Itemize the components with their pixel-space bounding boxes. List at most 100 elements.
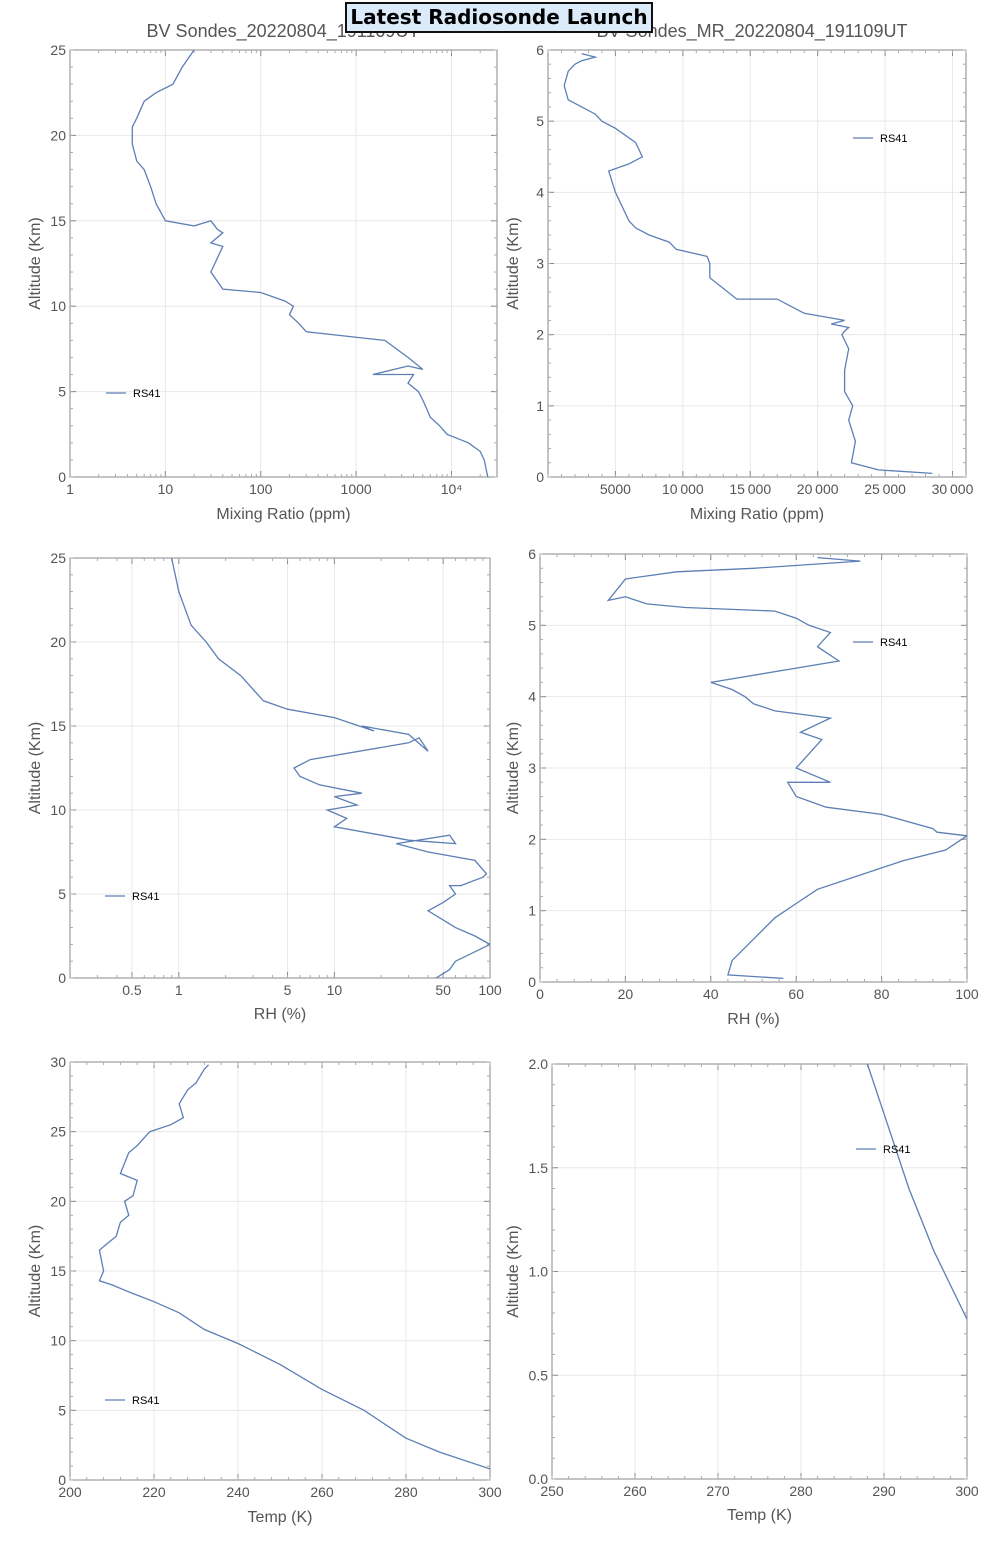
y-tick-label: 2	[528, 831, 536, 847]
legend-label: RS41	[132, 1395, 160, 1407]
x-tick-label: 20 000	[797, 481, 839, 497]
y-tick-label: 20	[50, 127, 66, 143]
y-tick-label: 4	[536, 184, 544, 200]
y-axis-label: Altitude (Km)	[27, 217, 44, 309]
chart-title: BV Sondes_MR_20220804_191109UT	[597, 21, 908, 42]
y-tick-label: 5	[58, 886, 66, 902]
y-tick-label: 25	[50, 42, 66, 58]
x-axis-label: RH (%)	[254, 1006, 306, 1023]
x-tick-label: 40	[703, 986, 719, 1002]
x-tick-label: 10	[158, 481, 174, 497]
x-tick-label: 5	[284, 982, 292, 998]
x-tick-label: 30 000	[932, 481, 974, 497]
legend-label: RS41	[883, 1144, 911, 1156]
x-tick-label: 240	[226, 1484, 250, 1500]
x-tick-label: 0.5	[122, 982, 142, 998]
x-tick-label: 60	[788, 986, 804, 1002]
y-axis-label: Altitude (Km)	[505, 217, 522, 309]
chart-temp_full: 200 220 240 260 280 300 0 5 10 15 20 25 30 RS41 Temp (…	[27, 1054, 502, 1526]
legend-label: RS41	[132, 891, 160, 903]
x-tick-label: 250	[540, 1483, 564, 1499]
latest-launch-badge: Latest Radiosonde Launch	[345, 2, 653, 33]
x-tick-label: 100	[478, 982, 502, 998]
y-tick-label: 20	[50, 634, 66, 650]
x-tick-label: 25 000	[864, 481, 906, 497]
x-tick-label: 100	[955, 986, 979, 1002]
y-tick-label: 25	[50, 1124, 66, 1140]
legend-label: RS41	[880, 637, 908, 649]
x-tick-label: 1	[66, 481, 74, 497]
plot-frame	[69, 49, 498, 478]
y-tick-label: 5	[528, 617, 536, 633]
plot-frame	[69, 557, 491, 979]
y-tick-label: 15	[50, 718, 66, 734]
legend-label: RS41	[133, 388, 161, 400]
x-tick-label: 290	[872, 1483, 896, 1499]
x-tick-label: 0	[536, 986, 544, 1002]
x-tick-label: 80	[874, 986, 890, 1002]
y-tick-label: 1	[528, 903, 536, 919]
y-tick-label: 0	[528, 974, 536, 990]
y-tick-label: 1	[536, 398, 544, 414]
y-axis-label: Altitude (Km)	[27, 722, 44, 814]
y-tick-label: 0	[58, 469, 66, 485]
y-tick-label: 1.5	[529, 1160, 549, 1176]
y-tick-label: 10	[50, 1333, 66, 1349]
y-axis-label: Altitude (Km)	[27, 1225, 44, 1317]
x-axis-label: Temp (K)	[248, 1509, 313, 1526]
x-tick-label: 300	[955, 1483, 979, 1499]
series-line-RS41	[606, 556, 967, 980]
y-tick-label: 2	[536, 327, 544, 343]
chart-mr_full: 1 10 100 1000 10⁴ 0 5 10 15 20 25 RS41 Mixing Ratio …	[27, 21, 498, 523]
x-axis-label: Temp (K)	[727, 1507, 792, 1524]
x-tick-label: 10	[327, 982, 343, 998]
y-tick-label: 3	[528, 760, 536, 776]
y-tick-label: 15	[50, 213, 66, 229]
chart-rh_low: 0 20 40 60 80 100 0 1 2 3 4 5 6 RS41 RH (%) Altitude (K…	[505, 546, 979, 1028]
y-tick-label: 3	[536, 256, 544, 272]
y-tick-label: 5	[58, 1402, 66, 1418]
y-tick-label: 10	[50, 298, 66, 314]
x-tick-label: 280	[394, 1484, 418, 1500]
y-tick-label: 0.5	[529, 1367, 549, 1383]
y-tick-label: 25	[50, 550, 66, 566]
y-tick-label: 20	[50, 1193, 66, 1209]
x-axis-label: Mixing Ratio (ppm)	[690, 506, 824, 523]
series-line-RS41	[98, 1064, 490, 1470]
x-tick-label: 1	[175, 982, 183, 998]
y-tick-label: 1.0	[529, 1264, 549, 1280]
legend-label: RS41	[880, 133, 908, 145]
y-tick-label: 4	[528, 689, 536, 705]
x-tick-label: 220	[142, 1484, 166, 1500]
x-tick-label: 260	[310, 1484, 334, 1500]
y-tick-label: 5	[536, 113, 544, 129]
chart-mr_low: 5000 10 000 15 000 20 000 25 000 30 000 0 1 2 3 4 5…	[505, 21, 974, 523]
y-tick-label: 10	[50, 802, 66, 818]
x-tick-label: 280	[789, 1483, 813, 1499]
x-tick-label: 260	[623, 1483, 647, 1499]
y-tick-label: 30	[50, 1054, 66, 1070]
x-tick-label: 5000	[600, 481, 631, 497]
y-tick-label: 6	[528, 546, 536, 562]
x-tick-label: 100	[249, 481, 273, 497]
x-tick-label: 10 000	[662, 481, 704, 497]
x-tick-label: 10⁴	[441, 481, 463, 497]
y-axis-label: Altitude (Km)	[505, 722, 522, 814]
y-tick-label: 2.0	[529, 1056, 549, 1072]
x-tick-label: 20	[618, 986, 634, 1002]
series-line-RS41	[131, 50, 489, 477]
x-tick-label: 50	[435, 982, 451, 998]
x-tick-label: 200	[58, 1484, 82, 1500]
series-line-RS41	[170, 558, 490, 978]
x-axis-label: RH (%)	[727, 1011, 779, 1028]
chart-temp_low: 250 260 270 280 290 300 0.0 0.5 1.0 1.5 2.0 RS41 Tem…	[505, 1056, 979, 1524]
y-tick-label: 15	[50, 1263, 66, 1279]
x-tick-label: 300	[478, 1484, 502, 1500]
y-tick-label: 0	[536, 469, 544, 485]
series-line-RS41	[563, 52, 933, 475]
y-tick-label: 0.0	[529, 1471, 549, 1487]
series-line-RS41	[866, 1064, 967, 1320]
x-tick-label: 15 000	[729, 481, 771, 497]
